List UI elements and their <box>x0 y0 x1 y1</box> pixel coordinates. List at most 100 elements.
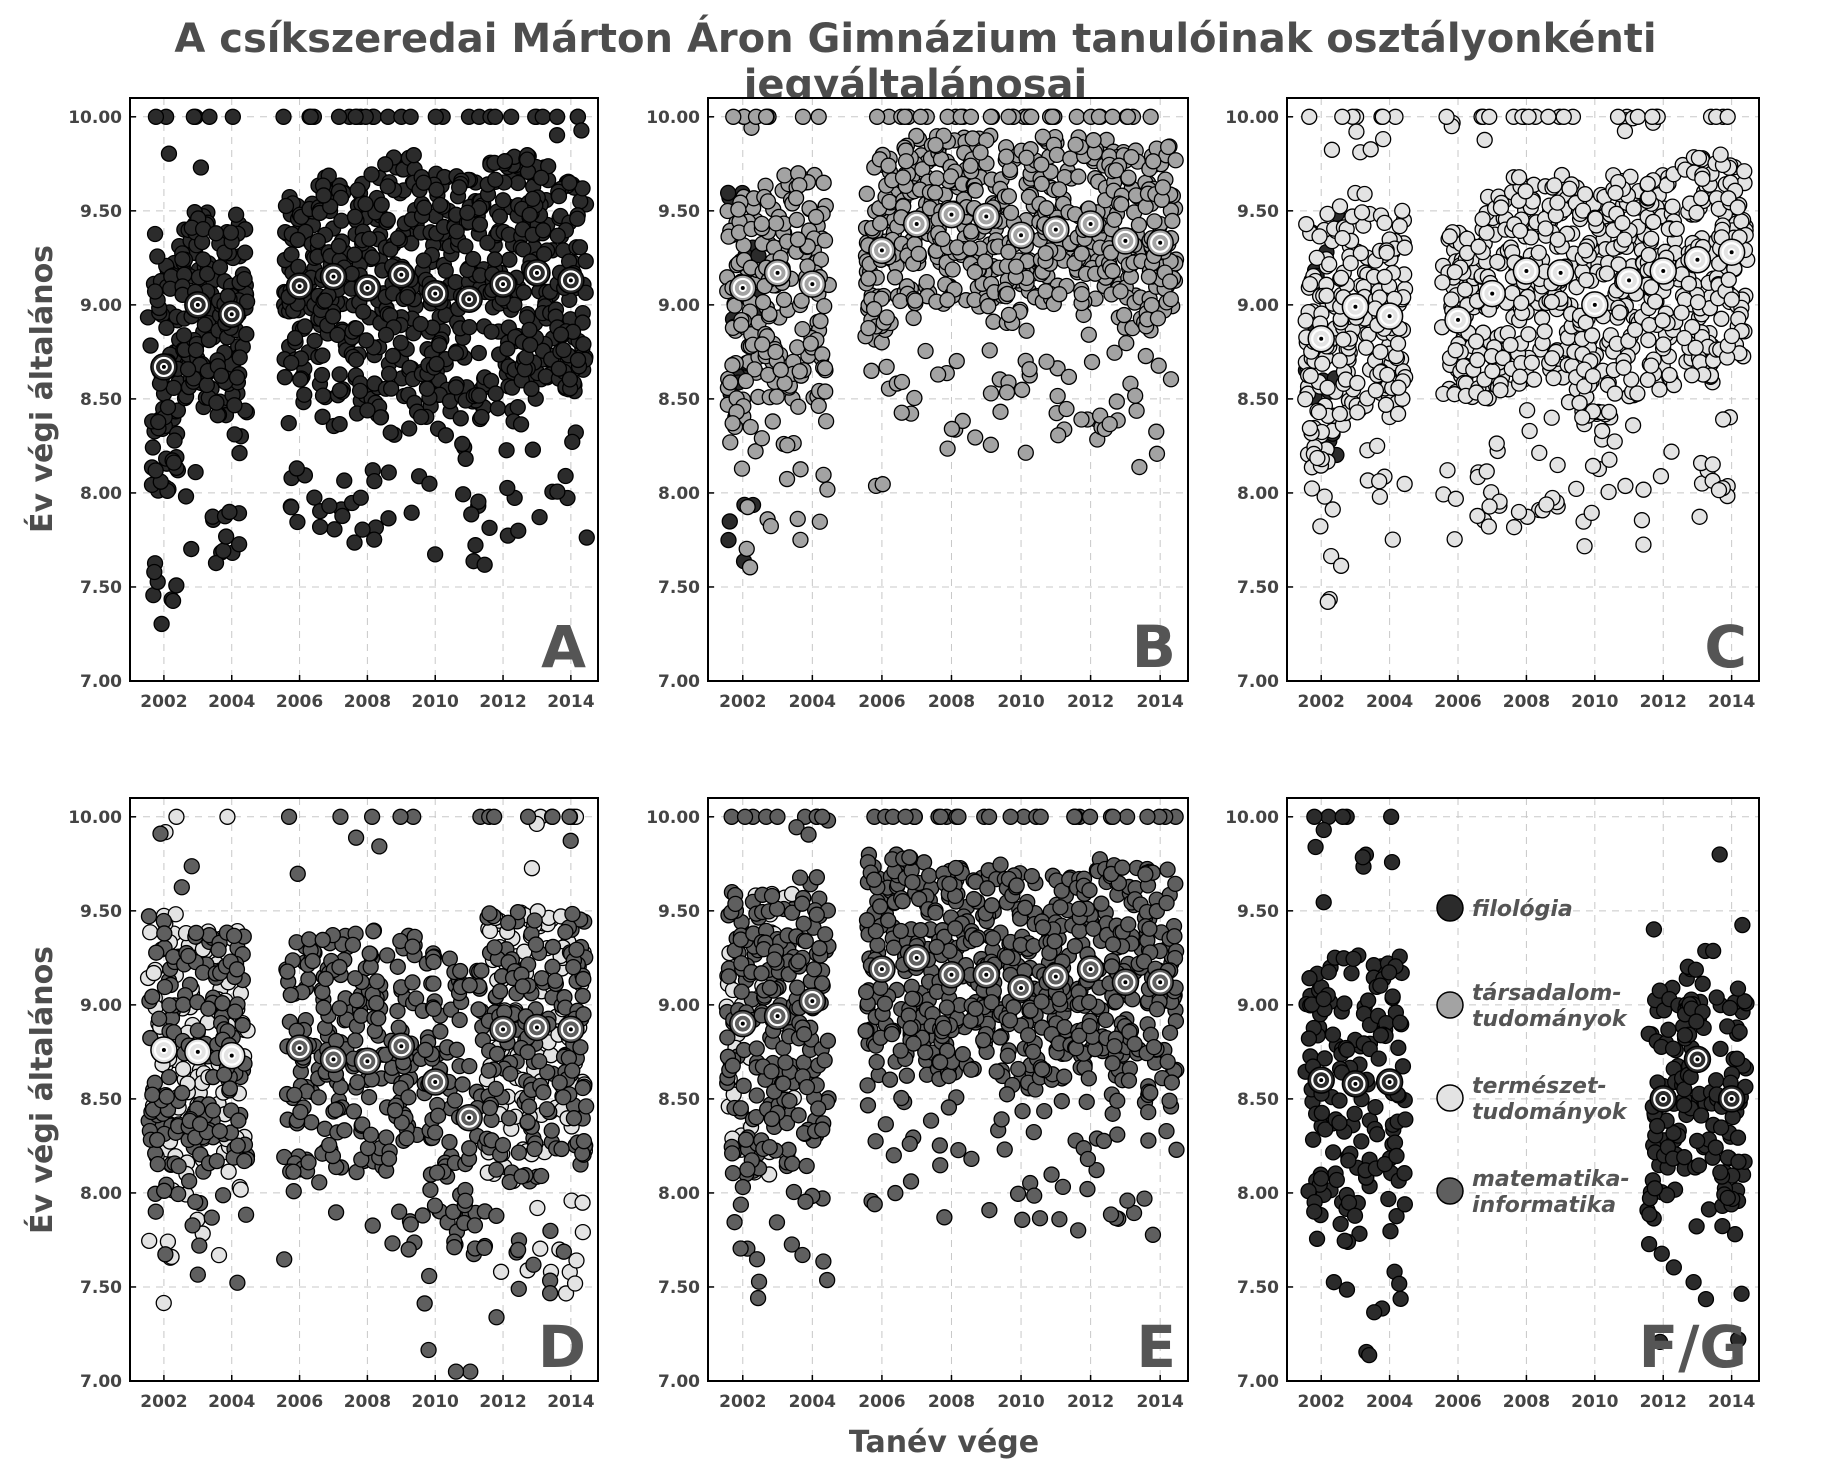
data-point <box>346 208 364 225</box>
data-point <box>236 244 254 261</box>
mean-center-core <box>1627 278 1632 283</box>
data-point <box>471 216 489 233</box>
data-point <box>736 808 754 825</box>
data-point <box>1038 353 1055 370</box>
data-point <box>207 554 225 572</box>
mean-center-core <box>1729 250 1734 255</box>
data-point <box>531 509 548 526</box>
mean-center-core <box>331 1057 336 1062</box>
data-point <box>454 486 472 503</box>
data-point <box>276 369 294 386</box>
mean-marker <box>353 1047 382 1076</box>
mean-center-core <box>984 214 989 219</box>
mean-center-core <box>1019 233 1024 238</box>
data-point <box>452 962 469 980</box>
data-point <box>732 1240 749 1257</box>
data-point <box>488 1161 505 1178</box>
data-point <box>347 108 364 125</box>
data-point <box>575 1133 593 1150</box>
data-point <box>431 337 448 354</box>
data-point <box>155 1294 172 1312</box>
data-point <box>532 1240 549 1257</box>
data-point <box>1568 480 1585 498</box>
data-point <box>1357 339 1375 356</box>
data-point <box>156 978 174 996</box>
data-point <box>519 808 537 825</box>
data-point <box>878 358 895 376</box>
data-point <box>1356 185 1373 203</box>
data-point <box>1545 369 1562 387</box>
data-point <box>967 429 984 446</box>
data-point <box>488 1045 506 1063</box>
mean-marker <box>1581 291 1609 319</box>
mean-center-core <box>1695 257 1700 262</box>
data-point <box>1531 444 1548 462</box>
y-tick-label: 8.50 <box>80 390 122 410</box>
y-tick-label: 10.00 <box>68 808 122 828</box>
data-point <box>816 232 834 249</box>
data-point <box>1379 366 1396 383</box>
data-point <box>210 1246 228 1264</box>
data-point <box>858 185 875 202</box>
data-point <box>404 974 421 991</box>
data-point <box>428 181 445 198</box>
x-tick-label: 2006 <box>858 692 905 712</box>
data-point <box>1510 503 1528 521</box>
data-point <box>544 808 561 825</box>
y-tick-label: 7.50 <box>80 578 122 598</box>
data-point <box>1161 273 1179 290</box>
mean-center-core <box>1456 317 1461 322</box>
data-point <box>948 352 965 370</box>
data-point <box>876 995 894 1012</box>
data-point <box>1530 244 1547 261</box>
data-point <box>221 503 238 521</box>
data-point <box>144 439 162 456</box>
data-point <box>1736 163 1753 180</box>
data-point <box>144 1086 161 1103</box>
data-point <box>313 366 331 384</box>
data-point <box>547 972 564 989</box>
y-tick-label: 7.00 <box>1237 672 1279 692</box>
data-point <box>543 1122 560 1139</box>
data-point <box>781 1092 798 1110</box>
y-tick-label: 7.50 <box>1237 578 1279 598</box>
data-point <box>377 156 394 173</box>
data-point <box>467 537 484 554</box>
data-point <box>871 898 889 915</box>
data-point <box>1729 199 1746 216</box>
data-point <box>211 259 229 276</box>
data-point <box>1164 212 1181 230</box>
data-point <box>483 323 500 340</box>
data-point <box>790 1107 807 1124</box>
data-point <box>422 1181 439 1199</box>
data-point <box>972 144 989 161</box>
data-point <box>509 399 526 416</box>
data-point <box>790 398 807 415</box>
data-point <box>1319 593 1336 610</box>
x-tick-label: 2014 <box>1137 692 1184 712</box>
data-point <box>1543 409 1560 426</box>
data-point <box>734 1178 752 1196</box>
data-point <box>544 938 562 956</box>
data-point <box>461 318 478 336</box>
mean-center-core <box>365 285 370 290</box>
mean-marker <box>1341 293 1370 321</box>
data-point <box>208 394 225 411</box>
data-point <box>1000 188 1018 205</box>
mean-center-core <box>534 1025 539 1030</box>
data-point <box>380 464 397 481</box>
data-point <box>727 895 744 913</box>
x-tick-label: 2008 <box>344 692 391 712</box>
mean-marker <box>868 236 896 265</box>
data-point <box>384 347 402 365</box>
data-point <box>226 426 243 443</box>
data-point <box>1017 444 1034 461</box>
data-point <box>510 522 527 539</box>
data-point <box>763 1063 780 1080</box>
data-point <box>1513 294 1530 312</box>
data-point <box>748 1040 765 1057</box>
data-point <box>739 1161 756 1178</box>
data-point <box>748 1087 765 1104</box>
data-point <box>170 1157 187 1175</box>
data-point <box>577 253 594 270</box>
